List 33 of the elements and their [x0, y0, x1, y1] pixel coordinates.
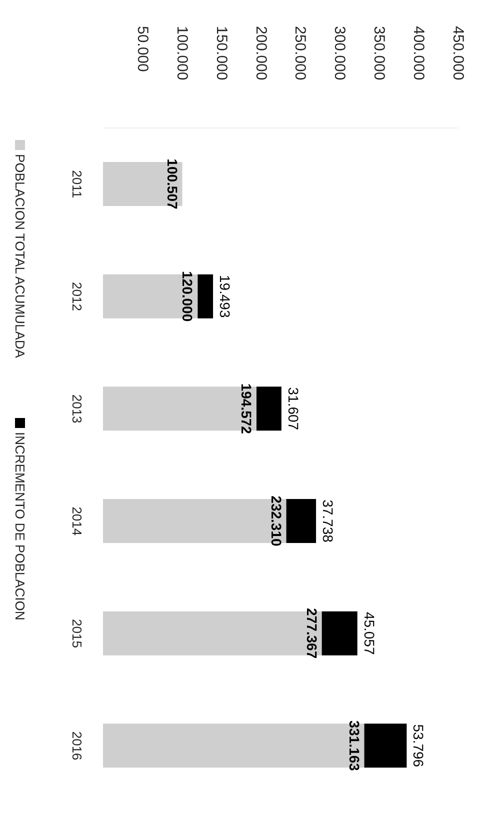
bar: [256, 386, 282, 431]
x-tick-label: 150.000: [212, 26, 230, 80]
y-tick-label: 2011: [70, 170, 84, 198]
y-tick-label: 2012: [70, 282, 84, 311]
x-tick-label: 50.000: [134, 26, 151, 72]
data-label: 45.057: [361, 612, 378, 655]
data-label: 31.607: [285, 387, 302, 430]
x-tick-label: 400.000: [410, 26, 428, 80]
bar: [198, 274, 214, 318]
y-tick-label: 2015: [70, 619, 84, 648]
legend-label: INCREMENTO DE POBLACION: [12, 432, 28, 620]
x-tick-label: 450.000: [450, 26, 466, 80]
legend-label: POBLACION TOTAL ACUMULADA: [12, 154, 28, 358]
bar: [286, 499, 316, 543]
x-tick-label: 200.000: [252, 26, 270, 80]
data-label: 120.000: [180, 271, 196, 322]
data-label: 37.738: [320, 500, 336, 543]
data-label: 277.367: [304, 608, 320, 659]
bar: [364, 724, 407, 768]
y-tick-label: 2014: [70, 506, 84, 536]
x-tick-label: 250.000: [292, 26, 309, 80]
data-label: 53.796: [410, 724, 427, 768]
y-tick-label: 2013: [70, 394, 84, 424]
data-label: 19.493: [217, 274, 234, 318]
data-label: 232.310: [268, 496, 284, 547]
data-label: 194.572: [238, 383, 254, 434]
bar: [322, 611, 358, 656]
data-label: 100.507: [164, 158, 180, 210]
y-tick-label: 2016: [70, 731, 84, 760]
data-label: 331.163: [346, 720, 362, 772]
x-tick-label: 300.000: [331, 26, 348, 80]
x-tick-label: 350.000: [370, 26, 388, 80]
x-tick-label: 100.000: [173, 26, 190, 80]
